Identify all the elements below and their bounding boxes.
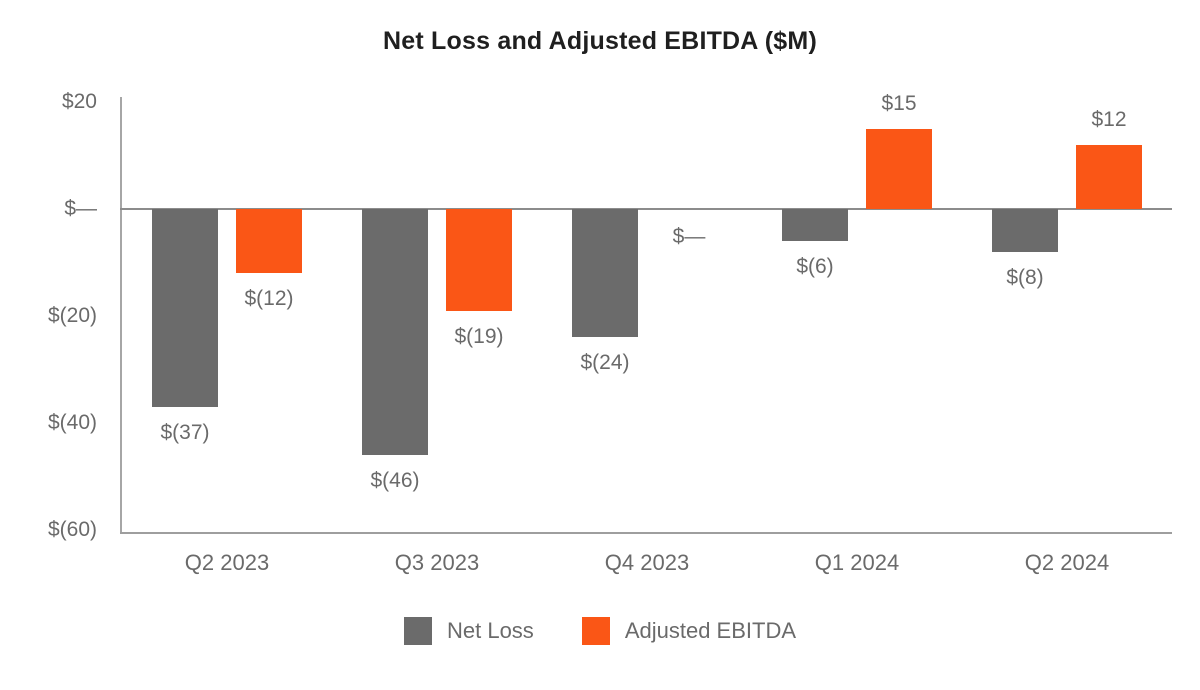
x-axis-line	[120, 532, 1172, 534]
zero-baseline	[120, 208, 1172, 210]
value-label-net-loss-q2-2024: $(8)	[1006, 265, 1044, 289]
bar-adjusted-ebitda-q2-2024	[1076, 144, 1142, 209]
bar-net-loss-q2-2024	[992, 209, 1058, 252]
legend-label-net-loss: Net Loss	[446, 618, 534, 643]
value-label-net-loss-q4-2023: $(24)	[580, 351, 630, 375]
chart-title: Net Loss and Adjusted EBITDA ($M)	[383, 27, 817, 55]
y-tick-label-0: $—	[64, 197, 97, 220]
y-tick-label--40: $(40)	[47, 411, 97, 434]
value-label-net-loss-q2-2023: $(37)	[160, 420, 210, 444]
adjusted-ebitda-swatch	[581, 617, 610, 645]
bar-adjusted-ebitda-q2-2023	[236, 209, 302, 274]
legend-label-adjusted-ebitda: Adjusted EBITDA	[624, 618, 796, 643]
value-label-adjusted-ebitda-q3-2023: $(19)	[454, 324, 504, 348]
bar-net-loss-q4-2023	[572, 209, 638, 338]
bar-adjusted-ebitda-q1-2024	[866, 128, 932, 209]
bar-net-loss-q2-2023	[152, 209, 218, 407]
x-tick-label-q2-2024: Q2 2024	[1024, 550, 1110, 575]
net-loss-swatch	[403, 617, 432, 645]
value-label-adjusted-ebitda-q2-2024: $12	[1091, 107, 1127, 131]
legend-item-adjusted-ebitda: Adjusted EBITDA	[581, 617, 796, 645]
legend-item-net-loss: Net Loss	[403, 617, 534, 645]
bar-net-loss-q3-2023	[362, 209, 428, 456]
y-tick-label--20: $(20)	[47, 304, 97, 327]
x-tick-label-q3-2023: Q3 2023	[394, 550, 480, 575]
value-label-adjusted-ebitda-q2-2023: $(12)	[244, 287, 294, 311]
value-label-adjusted-ebitda-q4-2023: $—	[672, 225, 706, 248]
y-axis-line	[120, 97, 122, 534]
bar-adjusted-ebitda-q3-2023	[446, 209, 512, 311]
y-tick-label--60: $(60)	[47, 518, 97, 541]
x-tick-label-q4-2023: Q4 2023	[604, 550, 690, 575]
value-label-adjusted-ebitda-q1-2024: $15	[881, 91, 917, 115]
y-tick-label-20: $20	[61, 90, 97, 113]
legend: Net Loss Adjusted EBITDA	[0, 614, 1200, 648]
bar-net-loss-q1-2024	[782, 209, 848, 242]
value-label-net-loss-q3-2023: $(46)	[370, 469, 420, 493]
x-tick-label-q1-2024: Q1 2024	[814, 550, 900, 575]
x-tick-label-q2-2023: Q2 2023	[184, 550, 270, 575]
value-label-net-loss-q1-2024: $(6)	[796, 255, 834, 279]
